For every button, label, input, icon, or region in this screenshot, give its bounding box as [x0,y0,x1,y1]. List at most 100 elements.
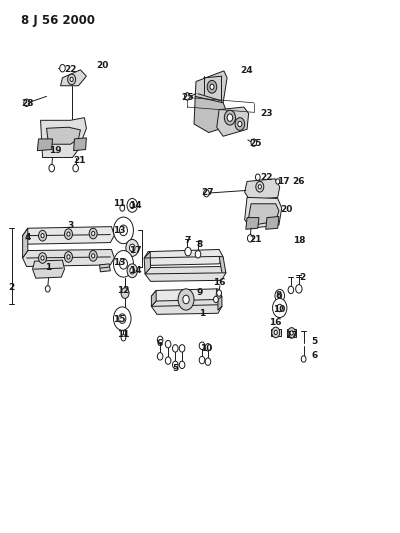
Polygon shape [32,260,64,278]
Text: 19: 19 [49,146,62,155]
Text: 5: 5 [312,337,318,346]
Polygon shape [266,216,279,229]
Text: 27: 27 [201,188,214,197]
Circle shape [165,341,171,348]
Circle shape [227,114,233,122]
Polygon shape [219,256,226,273]
Text: 7: 7 [184,237,190,246]
Circle shape [157,336,163,344]
Circle shape [214,296,218,303]
Polygon shape [245,179,280,200]
Circle shape [120,225,128,236]
Circle shape [127,264,138,278]
Circle shape [256,181,264,192]
Circle shape [184,93,190,100]
Text: 22: 22 [64,66,77,74]
Polygon shape [151,290,156,306]
Circle shape [205,344,211,351]
Circle shape [38,230,46,241]
Text: 6: 6 [156,338,162,348]
Circle shape [49,165,54,172]
Circle shape [68,74,76,85]
Circle shape [114,217,134,244]
Polygon shape [194,96,226,133]
Text: 26: 26 [293,177,305,186]
Polygon shape [40,118,86,158]
Polygon shape [145,266,226,281]
Text: 4: 4 [25,233,31,242]
Text: 5: 5 [172,364,178,373]
Circle shape [67,255,70,259]
Circle shape [235,118,245,131]
Polygon shape [245,197,282,228]
Circle shape [296,285,302,293]
Circle shape [276,179,280,184]
Circle shape [127,198,138,212]
Circle shape [64,229,72,239]
Text: 17: 17 [284,331,297,340]
Circle shape [210,84,214,90]
Polygon shape [46,127,80,144]
Circle shape [67,232,70,236]
Text: 13: 13 [113,258,126,266]
Circle shape [165,357,171,365]
Circle shape [70,77,73,82]
Circle shape [179,345,185,352]
Text: 20: 20 [96,61,108,70]
Polygon shape [23,227,114,244]
Circle shape [121,288,129,298]
Text: 23: 23 [261,109,273,118]
Circle shape [89,251,97,261]
Circle shape [157,353,163,360]
Circle shape [120,205,125,211]
Text: 3: 3 [67,221,74,230]
Polygon shape [74,138,86,151]
Circle shape [238,122,242,127]
Circle shape [130,202,135,208]
Circle shape [172,361,178,368]
Text: 8: 8 [276,291,282,300]
Circle shape [301,356,306,362]
Circle shape [120,259,128,269]
Circle shape [256,174,260,180]
Polygon shape [217,107,249,136]
Circle shape [275,289,284,302]
Circle shape [251,139,257,147]
Polygon shape [100,264,110,272]
Text: 18: 18 [293,237,305,246]
Circle shape [185,247,191,256]
Text: 14: 14 [129,266,142,275]
Polygon shape [218,296,222,310]
Text: 28: 28 [22,99,34,108]
Circle shape [224,110,236,125]
Text: 2: 2 [9,283,15,292]
Circle shape [288,286,294,294]
Circle shape [178,289,194,310]
Text: 22: 22 [261,173,273,182]
Text: 11: 11 [113,199,126,208]
Text: 8 J 56 2000: 8 J 56 2000 [21,14,95,27]
Polygon shape [195,71,227,107]
Polygon shape [151,289,222,304]
Circle shape [204,189,209,197]
Text: 10: 10 [200,344,212,353]
Circle shape [205,358,211,366]
Circle shape [217,290,222,296]
Circle shape [114,251,134,277]
Text: 16: 16 [269,318,281,327]
Circle shape [199,342,205,350]
Circle shape [258,184,261,189]
Text: 25: 25 [181,93,194,102]
Circle shape [183,295,189,304]
Circle shape [277,304,282,312]
Text: 8: 8 [196,240,202,249]
Text: 25: 25 [249,139,261,148]
Text: 21: 21 [73,156,86,165]
Circle shape [272,327,280,338]
Text: 13: 13 [113,226,126,235]
Circle shape [199,357,205,364]
Circle shape [130,268,135,274]
Circle shape [195,251,201,258]
Circle shape [64,252,72,262]
Text: 1: 1 [199,309,205,318]
